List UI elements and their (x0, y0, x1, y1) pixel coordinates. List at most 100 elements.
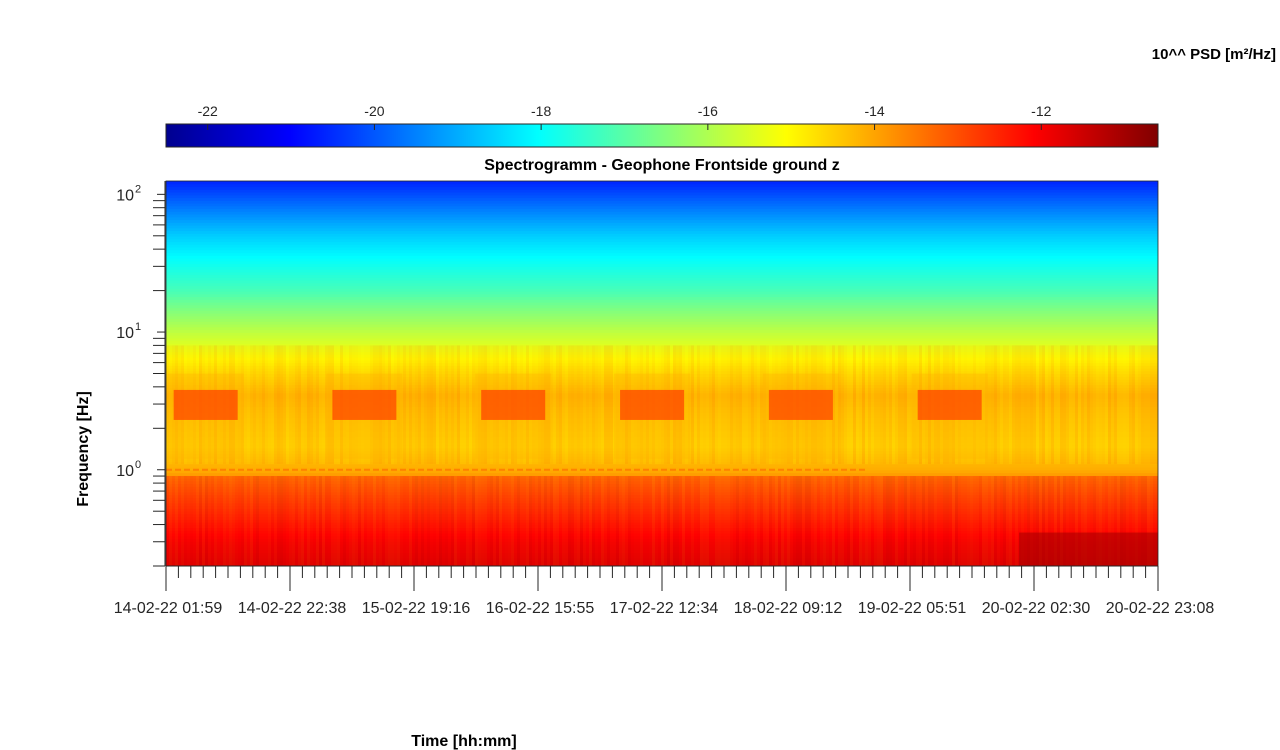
heatmap-streak (724, 476, 727, 566)
heatmap-streak (667, 476, 670, 566)
heatmap-streak (460, 476, 463, 566)
heatmap-streak (682, 476, 685, 566)
heatmap-streak (664, 476, 667, 566)
heatmap-streak (946, 476, 949, 566)
heatmap-streak (796, 476, 799, 566)
heatmap-band (166, 362, 1158, 366)
heatmap-streak (589, 345, 592, 465)
heatmap-streak (469, 345, 472, 465)
heatmap-streak (472, 476, 475, 566)
heatmap-streak (889, 345, 892, 465)
activity-burst-core (173, 389, 238, 420)
heatmap-streak (919, 476, 922, 566)
heatmap-streak (730, 345, 733, 465)
heatmap-streak (544, 476, 547, 566)
heatmap-band (166, 376, 1158, 380)
x-axis-label: Time [hh:mm] (411, 733, 516, 750)
heatmap-streak (646, 476, 649, 566)
heatmap-streak (526, 476, 529, 566)
heatmap-streak (250, 476, 253, 566)
x-tick-label: 18-02-22 09:12 (734, 600, 843, 617)
heatmap-band (166, 464, 1158, 468)
heatmap-band (166, 230, 1158, 234)
heatmap-band (166, 192, 1158, 196)
heatmap-streak (271, 476, 274, 566)
heatmap-streak (547, 345, 550, 465)
heatmap-streak (1009, 476, 1012, 566)
heatmap-streak (709, 476, 712, 566)
heatmap-streak (1156, 476, 1158, 566)
heatmap-band (166, 293, 1158, 298)
heatmap-band (166, 552, 1158, 556)
heatmap-streak (1027, 345, 1030, 465)
heatmap-streak (634, 476, 637, 566)
heatmap-streak (448, 476, 451, 566)
heatmap-streak (601, 476, 604, 566)
heatmap-band (166, 480, 1158, 485)
heatmap-band (166, 197, 1158, 201)
y-tick-label-exponent: 1 (135, 321, 141, 333)
heatmap-band (166, 450, 1158, 454)
heatmap-streak (430, 476, 433, 566)
heatmap-streak (832, 476, 835, 566)
heatmap-band (166, 541, 1158, 545)
heatmap-streak (892, 345, 895, 465)
heatmap-streak (571, 345, 574, 465)
colorbar-ticks: -22 -20 -18 -16 -14 -12 (198, 103, 1052, 130)
heatmap-streak (253, 476, 256, 566)
colorbar-tick-label: -20 (364, 103, 384, 119)
heatmap-streak (1135, 476, 1138, 566)
heatmap-streak (730, 476, 733, 566)
heatmap-band (166, 335, 1158, 339)
heatmap-band (166, 280, 1158, 284)
heatmap-streak (838, 476, 841, 566)
heatmap-band (166, 486, 1158, 490)
heatmap-streak (508, 476, 511, 566)
heatmap-streak (166, 476, 169, 566)
heatmap-band (166, 511, 1158, 515)
heatmap-band (166, 266, 1158, 270)
colorbar-tick-label: -22 (198, 103, 218, 119)
heatmap-band (166, 205, 1158, 210)
heatmap-streak (628, 476, 631, 566)
heatmap-streak (553, 345, 556, 465)
heatmap-streak (757, 345, 760, 465)
colorbar-tick-label: -18 (531, 103, 551, 119)
heatmap-streak (1048, 476, 1051, 566)
heatmap-streak (433, 345, 436, 465)
heatmap-streak (568, 345, 571, 465)
heatmap-streak (631, 476, 634, 566)
heatmap-streak (277, 345, 280, 465)
heatmap-streak (397, 345, 400, 465)
heatmap-streak (238, 345, 241, 465)
heatmap-band (166, 271, 1158, 276)
heatmap-streak (1150, 476, 1153, 566)
heatmap-streak (655, 476, 658, 566)
heatmap-streak (208, 476, 211, 566)
heatmap-streak (943, 476, 946, 566)
heatmap-band (166, 332, 1158, 336)
heatmap-streak (697, 345, 700, 465)
heatmap-streak (1129, 476, 1132, 566)
heatmap-streak (1045, 476, 1048, 566)
heatmap-streak (895, 476, 898, 566)
heatmap-streak (1123, 476, 1126, 566)
heatmap-streak (571, 476, 574, 566)
heatmap-streak (457, 476, 460, 566)
activity-burst-core (620, 389, 685, 420)
heatmap-streak (844, 345, 847, 465)
heatmap-streak (472, 345, 475, 465)
heatmap-streak (847, 345, 850, 465)
heatmap-band (166, 530, 1158, 534)
heatmap-streak (481, 476, 484, 566)
heatmap-band (166, 491, 1158, 496)
heatmap-streak (622, 476, 625, 566)
heatmap-streak (1000, 476, 1003, 566)
heatmap-streak (604, 345, 607, 465)
heatmap-streak (175, 476, 178, 566)
heatmap-streak (1072, 345, 1075, 465)
heatmap-streak (274, 345, 277, 465)
heatmap-streak (853, 345, 856, 465)
heatmap-band (166, 467, 1158, 471)
